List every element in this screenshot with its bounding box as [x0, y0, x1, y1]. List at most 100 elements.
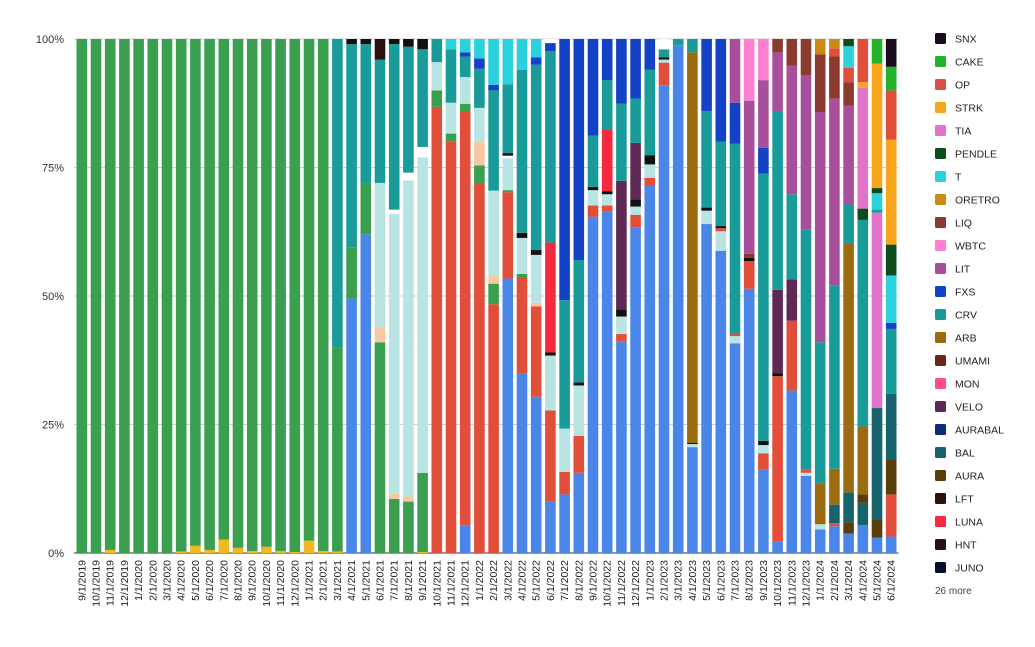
bar-segment[interactable]: [559, 428, 570, 472]
bar-segment[interactable]: [885, 139, 897, 245]
bar-segment[interactable]: [303, 39, 315, 541]
bar-segment[interactable]: [516, 232, 528, 238]
bar-segment[interactable]: [346, 298, 357, 553]
bar-segment[interactable]: [743, 100, 755, 254]
bar-segment[interactable]: [715, 228, 727, 232]
bar-segment[interactable]: [729, 102, 741, 144]
bar-segment[interactable]: [829, 98, 840, 286]
bar-segment[interactable]: [829, 523, 840, 527]
bar-segment[interactable]: [758, 39, 769, 81]
bar-segment[interactable]: [843, 82, 854, 106]
bar-segment[interactable]: [474, 183, 485, 553]
bar-segment[interactable]: [587, 190, 599, 206]
bar-segment[interactable]: [360, 39, 372, 45]
bar-segment[interactable]: [502, 158, 514, 191]
bar-segment[interactable]: [403, 46, 414, 173]
bar-segment[interactable]: [445, 49, 457, 103]
bar-segment[interactable]: [346, 44, 357, 248]
bar-segment[interactable]: [829, 56, 840, 99]
bar-segment[interactable]: [829, 504, 840, 524]
bar-segment[interactable]: [829, 39, 840, 49]
bar-segment[interactable]: [587, 39, 599, 136]
bar-segment[interactable]: [417, 49, 428, 147]
bar-segment[interactable]: [786, 390, 798, 553]
bar-segment[interactable]: [403, 39, 414, 47]
bar-segment[interactable]: [885, 244, 897, 276]
bar-segment[interactable]: [843, 204, 854, 244]
bar-segment[interactable]: [800, 475, 812, 553]
bar-segment[interactable]: [530, 57, 542, 65]
legend-item[interactable]: ARB: [935, 332, 977, 345]
bar-segment[interactable]: [800, 229, 812, 470]
bar-segment[interactable]: [772, 541, 783, 553]
bar-segment[interactable]: [644, 39, 656, 70]
bar-segment[interactable]: [559, 300, 570, 429]
bar-segment[interactable]: [658, 57, 670, 60]
legend-item[interactable]: CAKE: [935, 56, 984, 69]
legend-item[interactable]: UMAMI: [935, 355, 990, 368]
bar-segment[interactable]: [459, 52, 471, 57]
bar-segment[interactable]: [275, 550, 286, 553]
bar-segment[interactable]: [289, 551, 301, 553]
bar-segment[interactable]: [616, 180, 627, 310]
bar-segment[interactable]: [658, 59, 670, 63]
bar-segment[interactable]: [644, 155, 656, 165]
bar-segment[interactable]: [417, 146, 428, 158]
bar-segment[interactable]: [374, 342, 386, 553]
bar-segment[interactable]: [786, 65, 798, 195]
bar-segment[interactable]: [786, 194, 798, 280]
bar-segment[interactable]: [843, 492, 854, 523]
legend-item[interactable]: LFT: [935, 493, 974, 506]
bar-segment[interactable]: [843, 39, 854, 47]
bar-segment[interactable]: [814, 524, 826, 530]
bar-segment[interactable]: [374, 326, 386, 343]
bar-segment[interactable]: [360, 182, 372, 235]
bar-segment[interactable]: [687, 447, 698, 553]
bar-segment[interactable]: [431, 39, 443, 63]
bar-segment[interactable]: [687, 52, 698, 444]
bar-segment[interactable]: [559, 471, 570, 495]
bar-segment[interactable]: [474, 165, 485, 184]
bar-segment[interactable]: [403, 172, 414, 181]
bar-segment[interactable]: [843, 533, 854, 553]
bar-segment[interactable]: [474, 58, 485, 69]
bar-segment[interactable]: [431, 90, 443, 107]
bar-segment[interactable]: [488, 275, 499, 284]
bar-segment[interactable]: [658, 62, 670, 86]
bar-segment[interactable]: [488, 84, 499, 91]
bar-segment[interactable]: [857, 208, 869, 220]
legend-item[interactable]: MON: [935, 378, 980, 391]
bar-segment[interactable]: [147, 39, 159, 553]
bar-segment[interactable]: [388, 213, 400, 494]
bar-segment[interactable]: [530, 306, 542, 397]
bar-segment[interactable]: [246, 550, 258, 553]
bar-segment[interactable]: [729, 143, 741, 335]
bar-segment[interactable]: [885, 90, 897, 140]
bar-segment[interactable]: [374, 182, 386, 327]
bar-segment[interactable]: [459, 56, 471, 78]
bar-segment[interactable]: [644, 186, 656, 553]
bar-segment[interactable]: [175, 551, 187, 553]
legend-item[interactable]: SNX: [935, 33, 977, 46]
bar-segment[interactable]: [687, 443, 698, 445]
bar-segment[interactable]: [644, 69, 656, 156]
bar-segment[interactable]: [360, 234, 372, 553]
bar-segment[interactable]: [672, 39, 684, 46]
bar-segment[interactable]: [857, 87, 869, 209]
bar-segment[interactable]: [758, 469, 769, 553]
bar-segment[interactable]: [573, 472, 585, 553]
bar-segment[interactable]: [403, 180, 414, 497]
bar-segment[interactable]: [715, 231, 727, 251]
bar-segment[interactable]: [474, 141, 485, 166]
bar-segment[interactable]: [871, 63, 883, 189]
bar-segment[interactable]: [488, 304, 499, 553]
bar-segment[interactable]: [857, 82, 869, 88]
bar-segment[interactable]: [814, 111, 826, 343]
bar-segment[interactable]: [630, 227, 641, 553]
bar-segment[interactable]: [175, 39, 187, 552]
bar-segment[interactable]: [573, 385, 585, 436]
bar-segment[interactable]: [743, 39, 755, 101]
bar-segment[interactable]: [758, 453, 769, 470]
bar-segment[interactable]: [204, 549, 215, 553]
bar-segment[interactable]: [204, 39, 215, 550]
